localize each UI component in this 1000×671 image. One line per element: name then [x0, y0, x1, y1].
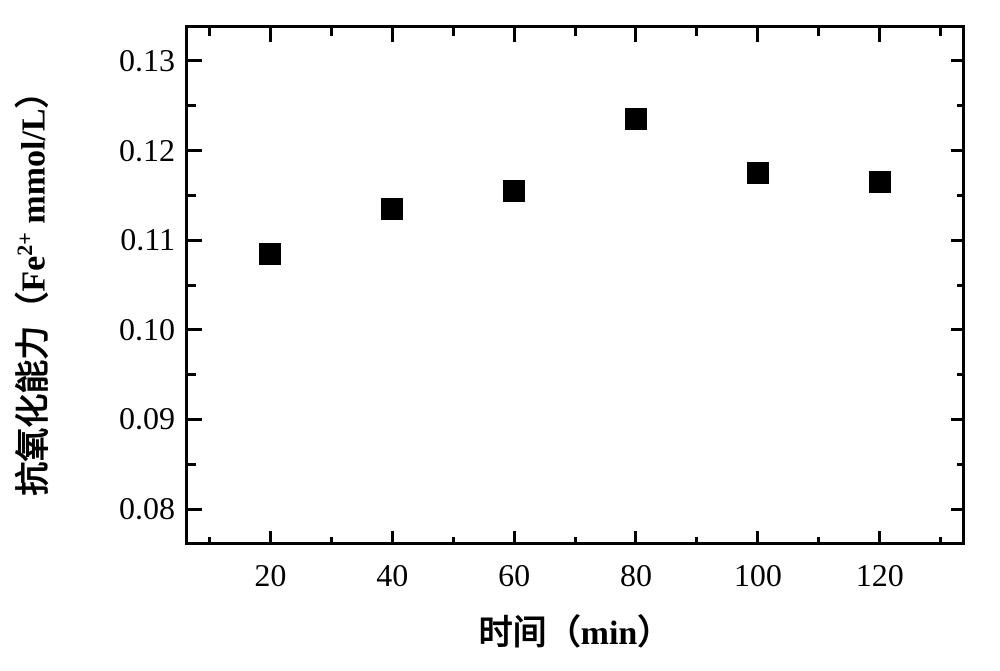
x-tick-minor	[939, 537, 942, 545]
y-tick-major	[188, 418, 202, 421]
y-tick-minor	[188, 463, 196, 466]
data-marker	[503, 180, 525, 202]
y-tick-major	[951, 418, 965, 421]
x-tick-minor	[574, 28, 577, 36]
y-tick-minor	[188, 284, 196, 287]
y-tick-major	[188, 149, 202, 152]
x-tick-label: 80	[620, 557, 652, 594]
x-tick-major	[878, 28, 881, 42]
plot-area	[185, 25, 965, 545]
y-tick-minor	[957, 194, 965, 197]
y-tick-minor	[188, 194, 196, 197]
x-tick-minor	[817, 537, 820, 545]
chart-container: 抗氧化能力（Fe2+ mmol/L） 时间（min） 0.080.090.100…	[0, 0, 1000, 671]
y-tick-label: 0.12	[119, 132, 175, 169]
x-tick-minor	[452, 537, 455, 545]
x-tick-major	[269, 28, 272, 42]
data-marker	[747, 162, 769, 184]
x-tick-label: 120	[856, 557, 904, 594]
x-tick-minor	[330, 28, 333, 36]
y-tick-label: 0.13	[119, 42, 175, 79]
x-tick-major	[269, 531, 272, 545]
x-tick-minor	[452, 28, 455, 36]
x-tick-major	[756, 531, 759, 545]
data-marker	[259, 243, 281, 265]
x-tick-label: 100	[734, 557, 782, 594]
y-tick-major	[951, 239, 965, 242]
data-marker	[869, 171, 891, 193]
y-tick-minor	[957, 284, 965, 287]
y-tick-major	[188, 239, 202, 242]
x-tick-major	[391, 531, 394, 545]
y-tick-major	[951, 149, 965, 152]
y-tick-major	[188, 59, 202, 62]
y-tick-major	[188, 328, 202, 331]
x-tick-minor	[330, 537, 333, 545]
y-tick-minor	[188, 373, 196, 376]
y-tick-minor	[957, 463, 965, 466]
y-tick-label: 0.10	[119, 311, 175, 348]
x-tick-major	[878, 531, 881, 545]
x-tick-minor	[208, 28, 211, 36]
y-tick-major	[951, 508, 965, 511]
x-tick-minor	[817, 28, 820, 36]
y-tick-major	[188, 508, 202, 511]
y-tick-major	[951, 328, 965, 331]
y-tick-label: 0.11	[120, 221, 175, 258]
y-tick-label: 0.09	[119, 400, 175, 437]
y-tick-minor	[957, 373, 965, 376]
x-tick-major	[513, 28, 516, 42]
x-tick-major	[756, 28, 759, 42]
y-tick-label: 0.08	[119, 490, 175, 527]
y-tick-minor	[957, 104, 965, 107]
x-tick-major	[513, 531, 516, 545]
x-tick-label: 40	[376, 557, 408, 594]
x-tick-label: 60	[498, 557, 530, 594]
x-tick-major	[634, 28, 637, 42]
data-marker	[625, 108, 647, 130]
x-tick-minor	[695, 28, 698, 36]
x-tick-minor	[695, 537, 698, 545]
y-tick-minor	[188, 104, 196, 107]
data-marker	[381, 198, 403, 220]
x-tick-minor	[574, 537, 577, 545]
x-tick-major	[391, 28, 394, 42]
x-tick-minor	[939, 28, 942, 36]
x-tick-minor	[208, 537, 211, 545]
y-tick-major	[951, 59, 965, 62]
x-axis-label: 时间（min）	[479, 605, 672, 654]
x-tick-label: 20	[254, 557, 286, 594]
x-tick-major	[634, 531, 637, 545]
